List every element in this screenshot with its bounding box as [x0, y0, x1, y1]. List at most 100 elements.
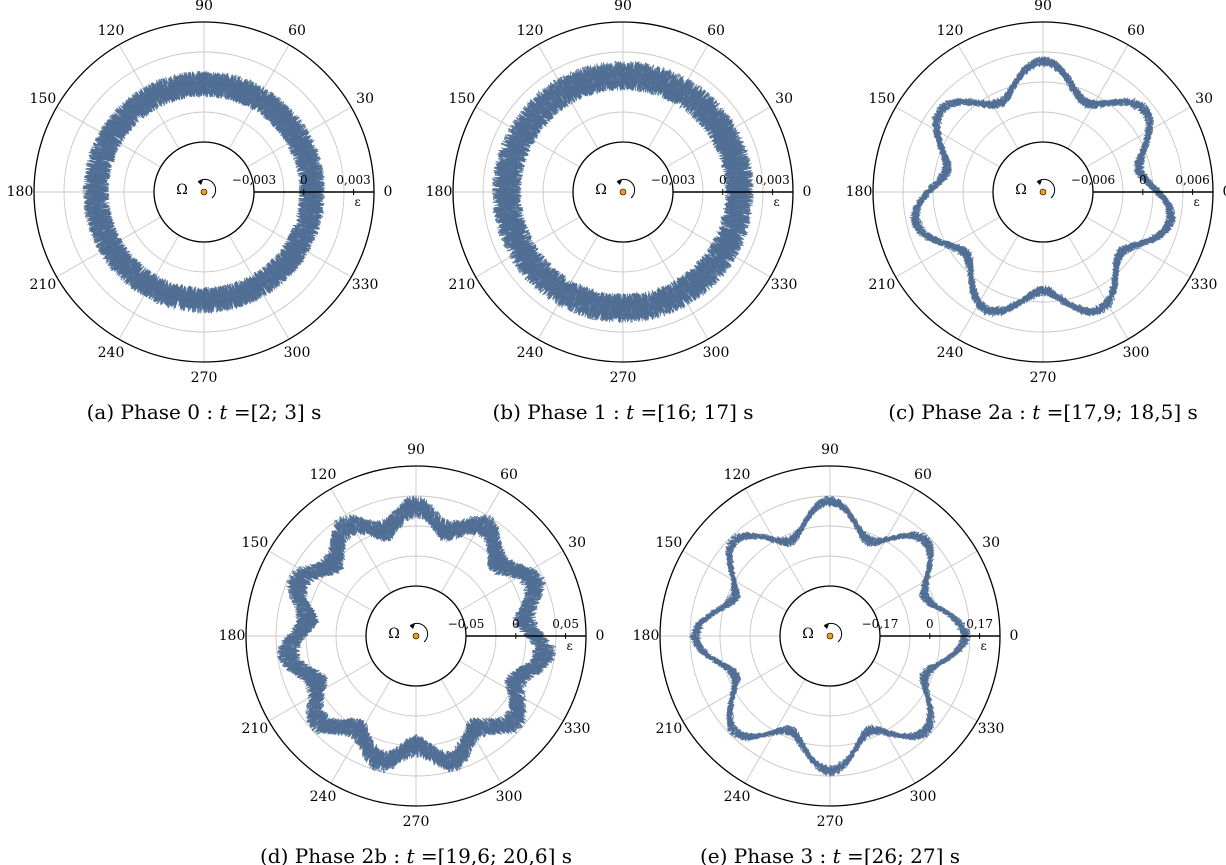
rotation-arrow — [823, 622, 843, 643]
angle-tick-label: 240 — [98, 345, 125, 361]
radial-tick-label: 0 — [512, 617, 520, 631]
angle-tick-label: 90 — [195, 0, 213, 14]
angle-tick-label: 300 — [1123, 345, 1150, 361]
radial-tick-label: 0 — [300, 173, 308, 187]
angle-tick-label: 210 — [242, 721, 269, 737]
radial-axis-label: ε — [566, 639, 572, 653]
panel-caption: (b) Phase 1 : t =[16; 17] s — [492, 400, 753, 424]
angle-tick-label: 180 — [426, 184, 453, 200]
angle-tick-label: 300 — [496, 789, 523, 805]
angle-tick-label: 330 — [771, 277, 798, 293]
omega-symbol: Ω — [802, 626, 814, 642]
radial-tick-label: 0,006 — [1175, 173, 1209, 187]
polar-panel-0: 0 30 60 90 120 150 180 210 240 270 300 330 −0,003 0 0,… — [7, 0, 393, 424]
angle-tick-label: 300 — [284, 345, 311, 361]
angle-tick-label: 210 — [30, 277, 57, 293]
radial-tick-label: −0,003 — [232, 173, 276, 187]
radial-tick-label: 0,003 — [336, 173, 370, 187]
angle-tick-label: 120 — [724, 467, 751, 483]
angle-tick-label: 0 — [1223, 184, 1226, 200]
grid-spoke — [459, 550, 564, 612]
angle-tick-label: 240 — [310, 789, 337, 805]
radial-tick-label: −0,05 — [448, 617, 485, 631]
panel-caption: (d) Phase 2b : t =[19,6; 20,6] s — [260, 844, 572, 865]
caption-variable: t — [626, 400, 635, 424]
radial-tick-label: 0,17 — [966, 617, 993, 631]
angle-tick-label: 150 — [30, 91, 57, 107]
angle-tick-label: 120 — [937, 23, 964, 39]
angle-tick-label: 0 — [803, 184, 812, 200]
radial-tick-label: −0,003 — [651, 173, 695, 187]
grid-spoke — [268, 550, 373, 612]
angle-tick-label: 210 — [656, 721, 683, 737]
caption-variable: t — [1032, 400, 1041, 424]
angle-tick-label: 270 — [191, 370, 218, 386]
angle-tick-label: 300 — [703, 345, 730, 361]
angle-tick-label: 270 — [1030, 370, 1057, 386]
rotation-arrow — [197, 178, 217, 199]
angle-tick-label: 0 — [1010, 628, 1019, 644]
angle-tick-label: 210 — [449, 277, 476, 293]
polar-panel-4: 0 30 60 90 120 150 180 210 240 270 300 330 −0,17 0 0,1… — [633, 442, 1019, 865]
radial-tick-label: 0 — [926, 617, 934, 631]
angle-tick-label: 300 — [910, 789, 937, 805]
rotation-arrow — [616, 178, 636, 199]
rotation-center-dot — [619, 188, 627, 196]
omega-symbol: Ω — [176, 182, 188, 198]
caption-label: (a) Phase 0 : — [87, 400, 220, 424]
angle-tick-label: 240 — [937, 345, 964, 361]
radial-tick-label: 0,05 — [552, 617, 579, 631]
grid-spoke — [440, 488, 502, 593]
polar-panel-3: 0 30 60 90 120 150 180 210 240 270 300 330 −0,05 0 0,0… — [219, 442, 605, 865]
angle-tick-label: 150 — [242, 535, 269, 551]
rotation-center-dot — [1039, 188, 1047, 196]
radial-tick-label: −0,17 — [862, 617, 899, 631]
rotation-arrow-head — [1037, 180, 1042, 185]
angle-tick-label: 330 — [352, 277, 379, 293]
caption-label: (d) Phase 2b : — [260, 844, 406, 865]
omega-symbol: Ω — [595, 182, 607, 198]
angle-tick-label: 180 — [633, 628, 660, 644]
radial-tick-label: −0,006 — [1071, 173, 1115, 187]
angle-tick-label: 120 — [98, 23, 125, 39]
angle-tick-label: 240 — [517, 345, 544, 361]
angle-tick-label: 120 — [310, 467, 337, 483]
radial-axis-label: ε — [354, 195, 360, 209]
angle-tick-label: 30 — [356, 91, 374, 107]
angle-tick-label: 150 — [869, 91, 896, 107]
angle-tick-label: 270 — [403, 814, 430, 830]
caption-interval: =[19,6; 20,6] s — [415, 844, 573, 865]
angle-tick-label: 240 — [724, 789, 751, 805]
grid-spoke — [895, 106, 1000, 168]
angle-tick-label: 270 — [610, 370, 637, 386]
data-series-line — [491, 60, 755, 323]
angle-tick-label: 30 — [982, 535, 1000, 551]
angle-tick-label: 60 — [914, 467, 932, 483]
panel-caption: (c) Phase 2a : t =[17,9; 18,5] s — [888, 400, 1198, 424]
angle-tick-label: 90 — [821, 442, 839, 458]
angle-tick-label: 150 — [449, 91, 476, 107]
caption-label: (b) Phase 1 : — [492, 400, 626, 424]
angle-tick-label: 60 — [500, 467, 518, 483]
angle-tick-label: 210 — [869, 277, 896, 293]
caption-label: (c) Phase 2a : — [888, 400, 1032, 424]
caption-variable: t — [833, 844, 842, 865]
angle-tick-label: 0 — [384, 184, 393, 200]
data-series-line — [82, 70, 326, 315]
angle-tick-label: 150 — [656, 535, 683, 551]
rotation-arrow-head — [410, 624, 415, 629]
caption-interval: =[26; 27] s — [841, 844, 960, 865]
radial-axis-label: ε — [1193, 195, 1199, 209]
angle-tick-label: 60 — [1127, 23, 1145, 39]
data-series-line — [276, 495, 557, 773]
angle-tick-label: 330 — [564, 721, 591, 737]
rotation-center-dot — [826, 632, 834, 640]
radial-tick-label: 0 — [719, 173, 727, 187]
grid-spoke — [957, 235, 1019, 340]
rotation-arrow — [1036, 178, 1056, 199]
rotation-arrow — [409, 622, 429, 643]
data-series-line — [689, 495, 971, 778]
angle-tick-label: 90 — [1034, 0, 1052, 14]
polar-panel-2: 0 30 60 90 120 150 180 210 240 270 300 330 −0,006 0 0,… — [846, 0, 1226, 424]
